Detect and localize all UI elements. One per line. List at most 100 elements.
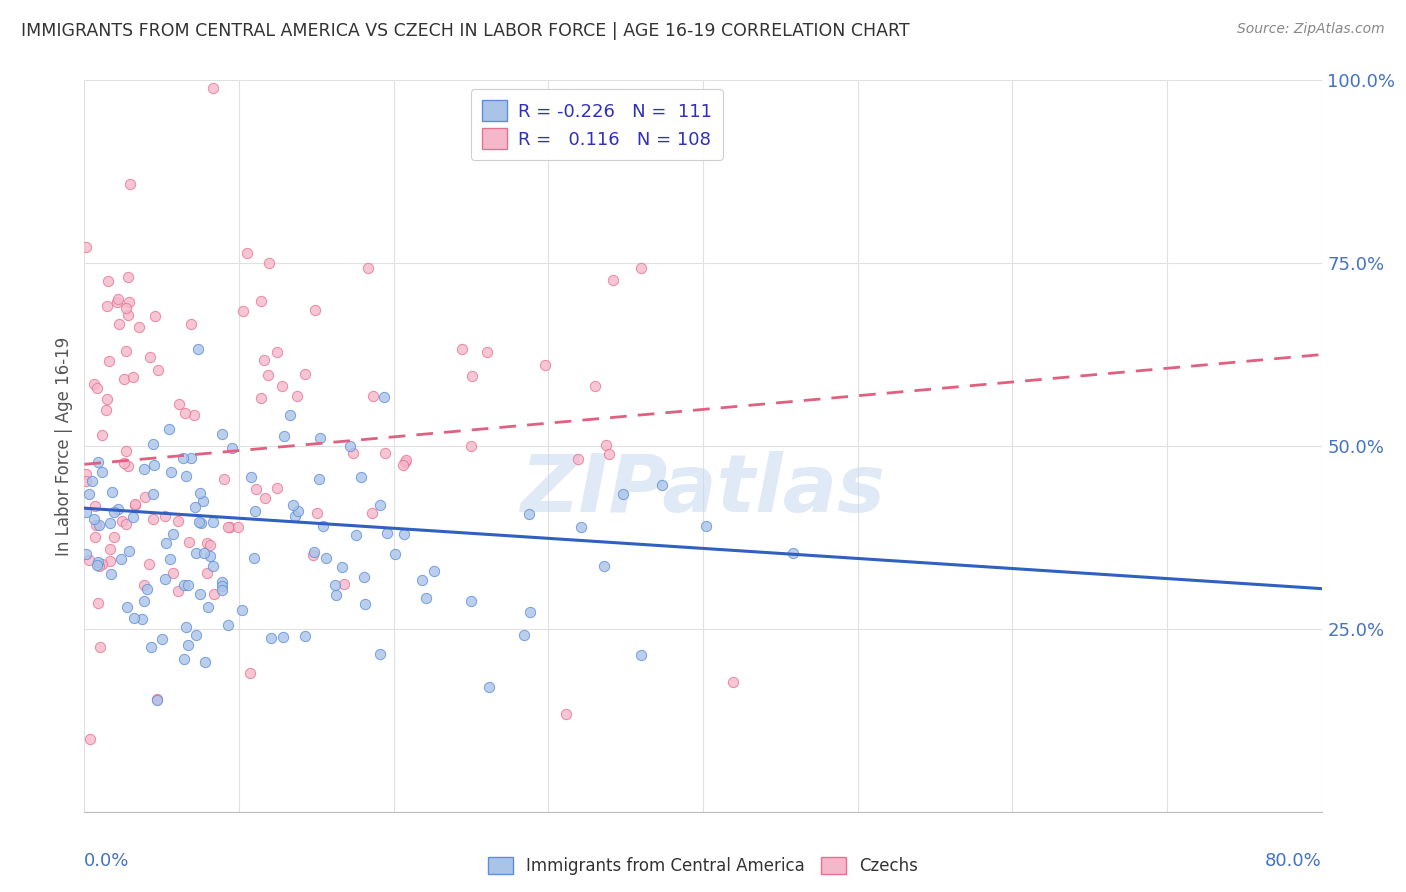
Point [281, 498, 304, 512]
Point [107, 292, 129, 306]
Point [180, 317, 202, 331]
Point [309, 431, 332, 445]
Point [325, 588, 347, 602]
Point [177, 534, 200, 549]
Point [232, 304, 254, 318]
Point [356, 261, 378, 276]
Point [166, 583, 188, 598]
Point [94, 402, 117, 417]
Point [134, 594, 156, 608]
Point [651, 478, 673, 492]
Point [374, 446, 396, 460]
Point [142, 487, 165, 501]
Point [273, 429, 295, 443]
Point [257, 368, 280, 383]
Point [155, 536, 177, 550]
Point [139, 640, 162, 654]
Point [201, 80, 224, 95]
Point [83, 530, 105, 544]
Point [460, 594, 482, 608]
Point [249, 391, 271, 405]
Point [186, 546, 208, 560]
Point [146, 363, 169, 377]
Point [361, 506, 384, 520]
Point [519, 605, 541, 619]
Point [143, 310, 166, 324]
Point [245, 482, 267, 496]
Point [115, 343, 138, 358]
Point [211, 574, 233, 589]
Point [174, 620, 197, 634]
Point [138, 558, 160, 572]
Point [190, 516, 212, 530]
Point [159, 552, 181, 566]
Point [583, 378, 606, 392]
Point [176, 638, 198, 652]
Point [122, 610, 145, 624]
Point [120, 178, 142, 192]
Point [271, 630, 294, 644]
Point [214, 472, 236, 486]
Point [373, 390, 395, 404]
Point [79, 553, 101, 567]
Point [598, 448, 620, 462]
Point [240, 469, 263, 483]
Point [103, 530, 125, 544]
Point [252, 352, 274, 367]
Point [152, 632, 174, 646]
Point [122, 370, 145, 384]
Point [172, 451, 194, 466]
Point [79, 731, 101, 746]
Point [108, 318, 131, 332]
Point [253, 491, 276, 505]
Point [392, 527, 415, 541]
Text: IMMIGRANTS FROM CENTRAL AMERICA VS CZECH IN LABOR FORCE | AGE 16-19 CORRELATION : IMMIGRANTS FROM CENTRAL AMERICA VS CZECH… [21, 22, 910, 40]
Point [260, 631, 283, 645]
Point [174, 469, 197, 483]
Point [332, 577, 354, 591]
Point [266, 481, 288, 495]
Point [98, 541, 121, 556]
Point [392, 458, 415, 473]
Point [96, 392, 118, 407]
Point [723, 675, 745, 690]
Point [236, 246, 259, 260]
Point [695, 519, 717, 533]
Point [221, 441, 243, 455]
Point [84, 499, 107, 513]
Point [323, 578, 346, 592]
Point [145, 692, 167, 706]
Point [86, 596, 108, 610]
Point [312, 519, 335, 533]
Point [188, 587, 211, 601]
Point [202, 558, 225, 573]
Point [243, 504, 266, 518]
Point [118, 295, 141, 310]
Point [519, 507, 541, 521]
Point [128, 320, 150, 334]
Point [97, 274, 120, 288]
Point [75, 505, 97, 519]
Text: 80.0%: 80.0% [1265, 852, 1322, 870]
Point [595, 438, 617, 452]
Point [395, 453, 418, 467]
Point [302, 548, 325, 562]
Point [153, 572, 176, 586]
Point [339, 439, 361, 453]
Point [146, 692, 169, 706]
Point [287, 504, 309, 518]
Point [226, 520, 249, 534]
Point [114, 301, 136, 315]
Point [569, 520, 592, 534]
Point [180, 450, 202, 465]
Point [117, 459, 139, 474]
Point [368, 499, 391, 513]
Text: ZIPatlas: ZIPatlas [520, 450, 886, 529]
Point [167, 397, 190, 411]
Point [630, 648, 652, 662]
Point [284, 509, 307, 524]
Point [132, 577, 155, 591]
Point [187, 515, 209, 529]
Point [117, 308, 139, 322]
Point [153, 508, 176, 523]
